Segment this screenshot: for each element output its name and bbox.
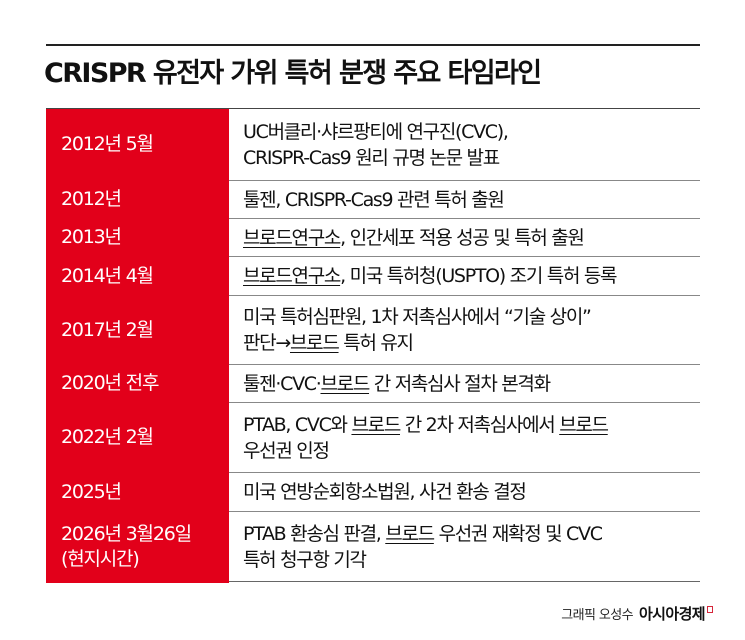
date-label: 2025년 bbox=[61, 480, 122, 503]
timeline-row: 2022년 2월 PTAB, CVC와 브로드 간 2차 저촉심사에서 브로드 우선… bbox=[46, 403, 700, 474]
description-text: 툴젠, CRISPR-Cas9 관련 특허 출원 bbox=[243, 188, 505, 211]
description-text: 미국 특허심판원, 1차 저촉심사에서 “기술 상이” bbox=[243, 306, 592, 328]
description-cell: 브로드연구소, 미국 특허청(USPTO) 조기 특허 등록 bbox=[229, 257, 700, 295]
description-cell: PTAB 환송심 판결, 브로드 우선권 재확정 및 CVC 특허 청구항 기각 bbox=[229, 512, 700, 581]
description-cell: 미국 연방순회항소법원, 사건 환송 결정 bbox=[229, 473, 700, 511]
date-cell: 2012년 5월 bbox=[46, 109, 229, 182]
timeline-row: 2012년 툴젠, CRISPR-Cas9 관련 특허 출원 bbox=[46, 181, 700, 220]
date-label: 2020년 전후 bbox=[61, 372, 159, 395]
description-cell: UC버클리·샤르팡티에 연구진(CVC), CRISPR-Cas9 원리 규명 논… bbox=[229, 109, 700, 180]
date-cell: 2020년 전후 bbox=[46, 365, 229, 404]
description-text: PTAB 환송심 판결, bbox=[243, 522, 386, 545]
underlined-entity: 브로드 bbox=[320, 372, 370, 395]
graphic-credit: 그래픽 오성수 bbox=[561, 608, 633, 623]
description-line: CRISPR-Cas9 원리 규명 논문 발표 bbox=[243, 145, 508, 171]
date-label: 2026년 3월26일 (현지시간) bbox=[61, 523, 192, 571]
date-cell: 2014년 4월 bbox=[46, 257, 229, 297]
description-text: 특허 청구항 기각 bbox=[243, 548, 367, 571]
description-text: 간 저촉심사 절차 본격화 bbox=[369, 372, 551, 395]
brand-name: 아시아경제 bbox=[638, 605, 706, 623]
timeline-row: 2025년 미국 연방순회항소법원, 사건 환송 결정 bbox=[46, 473, 700, 513]
description-cell: 미국 특허심판원, 1차 저촉심사에서 “기술 상이” 판단→브로드 특허 유지 bbox=[229, 296, 700, 364]
description-cell: PTAB, CVC와 브로드 간 2차 저촉심사에서 브로드 우선권 인정 bbox=[229, 403, 700, 472]
underlined-entity: 브로드 bbox=[385, 522, 435, 545]
timeline-row: 2020년 전후 툴젠·CVC·브로드 간 저촉심사 절차 본격화 bbox=[46, 365, 700, 404]
description-line: 우선권 인정 bbox=[243, 438, 608, 464]
date-cell: 2013년 bbox=[46, 219, 229, 258]
description-text: , 인간세포 적용 성공 및 특허 출원 bbox=[340, 226, 585, 249]
underlined-entity: 브로드연구소 bbox=[243, 226, 341, 249]
description-line: 미국 연방순회항소법원, 사건 환송 결정 bbox=[243, 479, 527, 505]
description-line: PTAB, CVC와 브로드 간 2차 저촉심사에서 브로드 bbox=[243, 412, 609, 438]
description-cell: 툴젠, CRISPR-Cas9 관련 특허 출원 bbox=[229, 181, 700, 218]
description-text: 우선권 인정 bbox=[243, 439, 330, 462]
page-title: CRISPR 유전자 가위 특허 분쟁 주요 타임라인 bbox=[44, 58, 542, 89]
description-text: 판단→ bbox=[243, 332, 291, 354]
description-line: PTAB 환송심 판결, 브로드 우선권 재확정 및 CVC bbox=[243, 521, 603, 547]
timeline-table: 2012년 5월 UC버클리·샤르팡티에 연구진(CVC), CRISPR-Cas9… bbox=[46, 108, 700, 583]
date-label: 2014년 4월 bbox=[61, 264, 154, 287]
description-text: UC버클리·샤르팡티에 연구진(CVC), bbox=[243, 120, 509, 143]
description-text: 우선권 재확정 및 CVC bbox=[433, 522, 603, 545]
date-label: 2017년 2월 bbox=[61, 318, 154, 341]
description-line: 판단→브로드 특허 유지 bbox=[243, 330, 591, 356]
timeline-row: 2012년 5월 UC버클리·샤르팡티에 연구진(CVC), CRISPR-Cas9… bbox=[46, 109, 700, 182]
underlined-entity: 브로드 bbox=[559, 413, 609, 436]
top-rule bbox=[46, 44, 700, 46]
description-text: PTAB, CVC와 bbox=[243, 413, 352, 436]
description-text: 툴젠·CVC· bbox=[243, 372, 322, 395]
timeline-row: 2017년 2월 미국 특허심판원, 1차 저촉심사에서 “기술 상이” 판단→브로… bbox=[46, 296, 700, 366]
description-text: 특허 유지 bbox=[338, 332, 414, 354]
underlined-entity: 브로드 bbox=[351, 413, 401, 436]
date-cell: 2012년 bbox=[46, 181, 229, 220]
description-text: , 미국 특허청(USPTO) 조기 특허 등록 bbox=[340, 265, 617, 287]
description-line: 특허 청구항 기각 bbox=[243, 547, 602, 573]
description-text: 간 2차 저촉심사에서 bbox=[400, 413, 560, 436]
underlined-entity: 브로드연구소 bbox=[243, 265, 341, 287]
description-cell: 툴젠·CVC·브로드 간 저촉심사 절차 본격화 bbox=[229, 365, 700, 402]
description-line: 툴젠·CVC·브로드 간 저촉심사 절차 본격화 bbox=[243, 371, 551, 397]
description-line: 브로드연구소, 미국 특허청(USPTO) 조기 특허 등록 bbox=[243, 263, 618, 289]
date-label: 2012년 bbox=[61, 188, 122, 211]
date-label: 2013년 bbox=[61, 226, 122, 249]
date-cell: 2022년 2월 bbox=[46, 403, 229, 474]
description-cell: 브로드연구소, 인간세포 적용 성공 및 특허 출원 bbox=[229, 219, 700, 256]
timeline-row: 2013년 브로드연구소, 인간세포 적용 성공 및 특허 출원 bbox=[46, 219, 700, 258]
description-text: CRISPR-Cas9 원리 규명 논문 발표 bbox=[243, 146, 500, 169]
date-cell: 2026년 3월26일 (현지시간) bbox=[46, 512, 229, 583]
timeline-row: 2026년 3월26일 (현지시간) PTAB 환송심 판결, 브로드 우선권 재… bbox=[46, 512, 700, 583]
timeline-row: 2014년 4월 브로드연구소, 미국 특허청(USPTO) 조기 특허 등록 bbox=[46, 257, 700, 297]
date-cell: 2025년 bbox=[46, 473, 229, 513]
asiae-logo-mark-icon bbox=[707, 606, 713, 613]
description-text: 미국 연방순회항소법원, 사건 환송 결정 bbox=[243, 481, 527, 503]
date-label: 2022년 2월 bbox=[61, 426, 154, 449]
credit-line: 그래픽 오성수 아시아경제 bbox=[561, 603, 713, 624]
date-cell: 2017년 2월 bbox=[46, 296, 229, 366]
description-line: UC버클리·샤르팡티에 연구진(CVC), bbox=[243, 119, 509, 145]
date-label: 2012년 5월 bbox=[61, 133, 154, 156]
underlined-entity: 브로드 bbox=[289, 332, 340, 354]
description-line: 미국 특허심판원, 1차 저촉심사에서 “기술 상이” bbox=[243, 304, 592, 330]
description-line: 툴젠, CRISPR-Cas9 관련 특허 출원 bbox=[243, 187, 505, 213]
description-line: 브로드연구소, 인간세포 적용 성공 및 특허 출원 bbox=[243, 225, 585, 251]
